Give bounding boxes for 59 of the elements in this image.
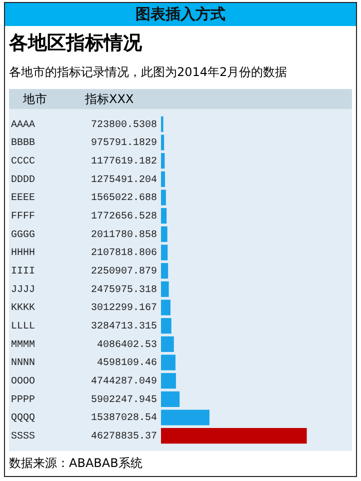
bar <box>161 318 172 334</box>
y-tick-label: PPPP <box>11 394 36 406</box>
y-tick-label: DDDD <box>11 174 36 186</box>
bar <box>161 373 176 389</box>
bar <box>161 171 166 187</box>
data-label: 4086402.53 <box>96 340 157 351</box>
chart-title: 各地区指标情况 <box>9 31 143 56</box>
y-axis-title: 地市 <box>23 90 48 108</box>
bar <box>161 336 174 352</box>
text: 图表插入方式 <box>5 3 356 26</box>
bar <box>161 190 166 206</box>
y-tick-label: JJJJ <box>11 284 36 296</box>
data-label: 4744287.049 <box>90 376 157 388</box>
bar <box>161 391 180 407</box>
source-note: 数据来源：ABABAB系统 <box>9 455 144 472</box>
data-label: 1772656.528 <box>90 211 157 222</box>
y-tick-label: LLLL <box>11 321 36 332</box>
y-tick-label: MMMM <box>11 340 36 351</box>
bar <box>161 134 164 150</box>
bar <box>161 281 169 297</box>
y-tick-label: EEEE <box>11 193 36 204</box>
data-label: 5902247.945 <box>90 394 157 406</box>
y-tick-label: QQQQ <box>11 413 36 424</box>
y-tick-label: FFFF <box>11 211 36 222</box>
data-label: 15387028.54 <box>90 413 157 424</box>
data-label: 2011780.858 <box>90 230 157 241</box>
y-tick-label: GGGG <box>11 230 36 241</box>
bar <box>161 226 168 242</box>
y-tick-label: KKKK <box>11 303 36 314</box>
bar <box>161 428 307 444</box>
bar <box>161 263 168 279</box>
y-tick-label: OOOO <box>11 376 36 388</box>
bar <box>161 410 210 426</box>
bar <box>161 244 168 260</box>
y-tick-label: SSSS <box>11 431 36 442</box>
y-tick-label: IIII <box>11 266 36 278</box>
bar <box>161 300 170 316</box>
data-label: 2475975.318 <box>90 284 157 296</box>
y-tick-label: CCCC <box>11 156 36 168</box>
data-label: 2107818.806 <box>90 248 157 260</box>
data-label: 723800.5308 <box>90 120 157 131</box>
data-label: 3284713.315 <box>90 321 157 332</box>
data-label: 3012299.167 <box>90 303 157 314</box>
bar <box>161 153 165 169</box>
bar <box>161 354 176 370</box>
data-label: 46278835.37 <box>90 431 157 442</box>
data-label: 1177619.182 <box>90 156 157 168</box>
data-label: 1275491.204 <box>90 174 157 186</box>
x-axis-title: 指标XXX <box>85 90 134 108</box>
bar <box>161 208 167 224</box>
y-tick-label: HHHH <box>11 248 36 260</box>
data-label: 1565022.688 <box>90 193 157 204</box>
chart-subtitle: 各地市的指标记录情况，此图为2014年2月份的数据 <box>9 64 288 81</box>
y-tick-label: NNNN <box>11 358 36 370</box>
data-label: 2250907.879 <box>90 266 157 278</box>
data-label: 975791.1829 <box>90 138 157 150</box>
y-tick-label: AAAA <box>11 120 36 131</box>
data-label: 4598109.46 <box>96 358 157 370</box>
y-tick-label: BBBB <box>11 138 36 150</box>
